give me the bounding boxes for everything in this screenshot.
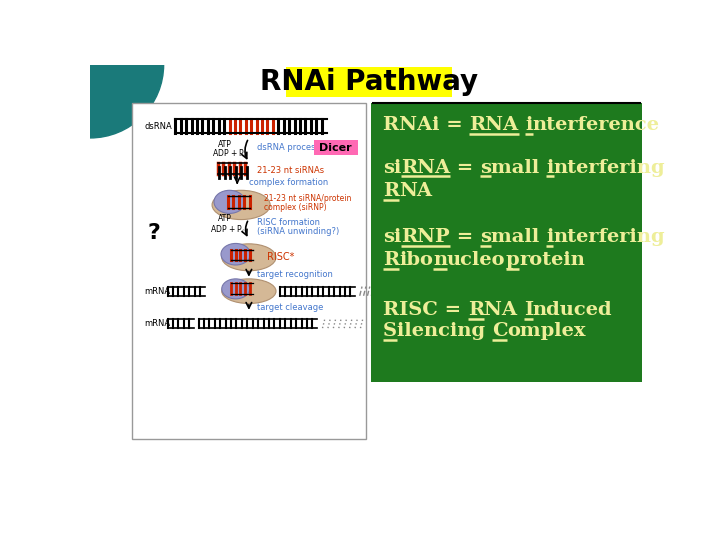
Text: RISC*: RISC* [266, 252, 294, 261]
Text: RNAi =: RNAi = [383, 116, 469, 134]
Text: nduced: nduced [533, 301, 613, 319]
Text: R: R [383, 251, 399, 269]
Text: RISC =: RISC = [383, 301, 468, 319]
Text: I: I [523, 301, 533, 319]
Text: ucleo: ucleo [447, 251, 505, 269]
Text: dsRNA processing: dsRNA processing [256, 144, 333, 152]
Text: 21-23 nt siRNAs: 21-23 nt siRNAs [256, 166, 324, 175]
Text: RNA: RNA [469, 116, 518, 134]
Text: nterfering: nterfering [554, 159, 665, 177]
Text: target cleavage: target cleavage [256, 303, 323, 312]
Text: i: i [526, 116, 533, 134]
Text: nterference: nterference [533, 116, 660, 134]
Text: 21-23 nt siRNA/protein: 21-23 nt siRNA/protein [264, 194, 352, 203]
Text: RNA: RNA [401, 159, 451, 177]
Text: ?: ? [147, 222, 160, 242]
Text: target recognition: target recognition [256, 270, 333, 279]
Text: s: s [480, 159, 492, 177]
Text: C: C [492, 322, 508, 340]
Text: si: si [383, 159, 401, 177]
Text: RNP: RNP [401, 228, 450, 246]
FancyBboxPatch shape [314, 140, 358, 155]
FancyBboxPatch shape [372, 103, 642, 382]
Text: RISC formation: RISC formation [256, 218, 320, 227]
Text: rotein: rotein [519, 251, 585, 269]
Text: p: p [505, 251, 519, 269]
Text: ATP: ATP [218, 214, 232, 224]
Text: nterfering: nterfering [554, 228, 665, 246]
Text: =: = [450, 228, 480, 246]
Text: (siRNA unwinding?): (siRNA unwinding?) [256, 227, 339, 237]
Text: ADP + P$_i$: ADP + P$_i$ [212, 148, 248, 160]
FancyBboxPatch shape [132, 103, 366, 439]
Circle shape [17, 0, 163, 138]
Text: complex formation: complex formation [249, 178, 328, 187]
Text: RNAi Pathway: RNAi Pathway [260, 68, 478, 96]
Text: ATP: ATP [218, 140, 232, 149]
Ellipse shape [212, 190, 270, 220]
Text: dsRNA: dsRNA [144, 122, 172, 131]
Text: R: R [468, 301, 484, 319]
FancyBboxPatch shape [286, 67, 452, 97]
Text: ADP + P$_i$: ADP + P$_i$ [210, 224, 246, 236]
Ellipse shape [222, 279, 250, 299]
Text: i: i [546, 159, 554, 177]
Text: n: n [433, 251, 447, 269]
Text: NA: NA [399, 181, 432, 200]
Text: ibo: ibo [399, 251, 433, 269]
Text: mall: mall [492, 159, 546, 177]
Text: mall: mall [491, 228, 546, 246]
Text: S: S [383, 322, 397, 340]
Text: ilencing: ilencing [397, 322, 492, 340]
Ellipse shape [221, 244, 251, 265]
Text: complex (siRNP): complex (siRNP) [264, 202, 327, 212]
Text: si: si [383, 228, 401, 246]
Text: Dicer: Dicer [320, 143, 352, 153]
Text: mRNA: mRNA [144, 287, 171, 296]
Text: R: R [383, 181, 399, 200]
Text: mRNA: mRNA [144, 319, 171, 328]
Ellipse shape [222, 244, 276, 271]
Text: NA: NA [484, 301, 523, 319]
Ellipse shape [222, 279, 276, 303]
Text: omplex: omplex [508, 322, 586, 340]
Ellipse shape [214, 190, 245, 213]
Text: s: s [480, 228, 491, 246]
Text: i: i [546, 228, 554, 246]
Text: =: = [451, 159, 480, 177]
